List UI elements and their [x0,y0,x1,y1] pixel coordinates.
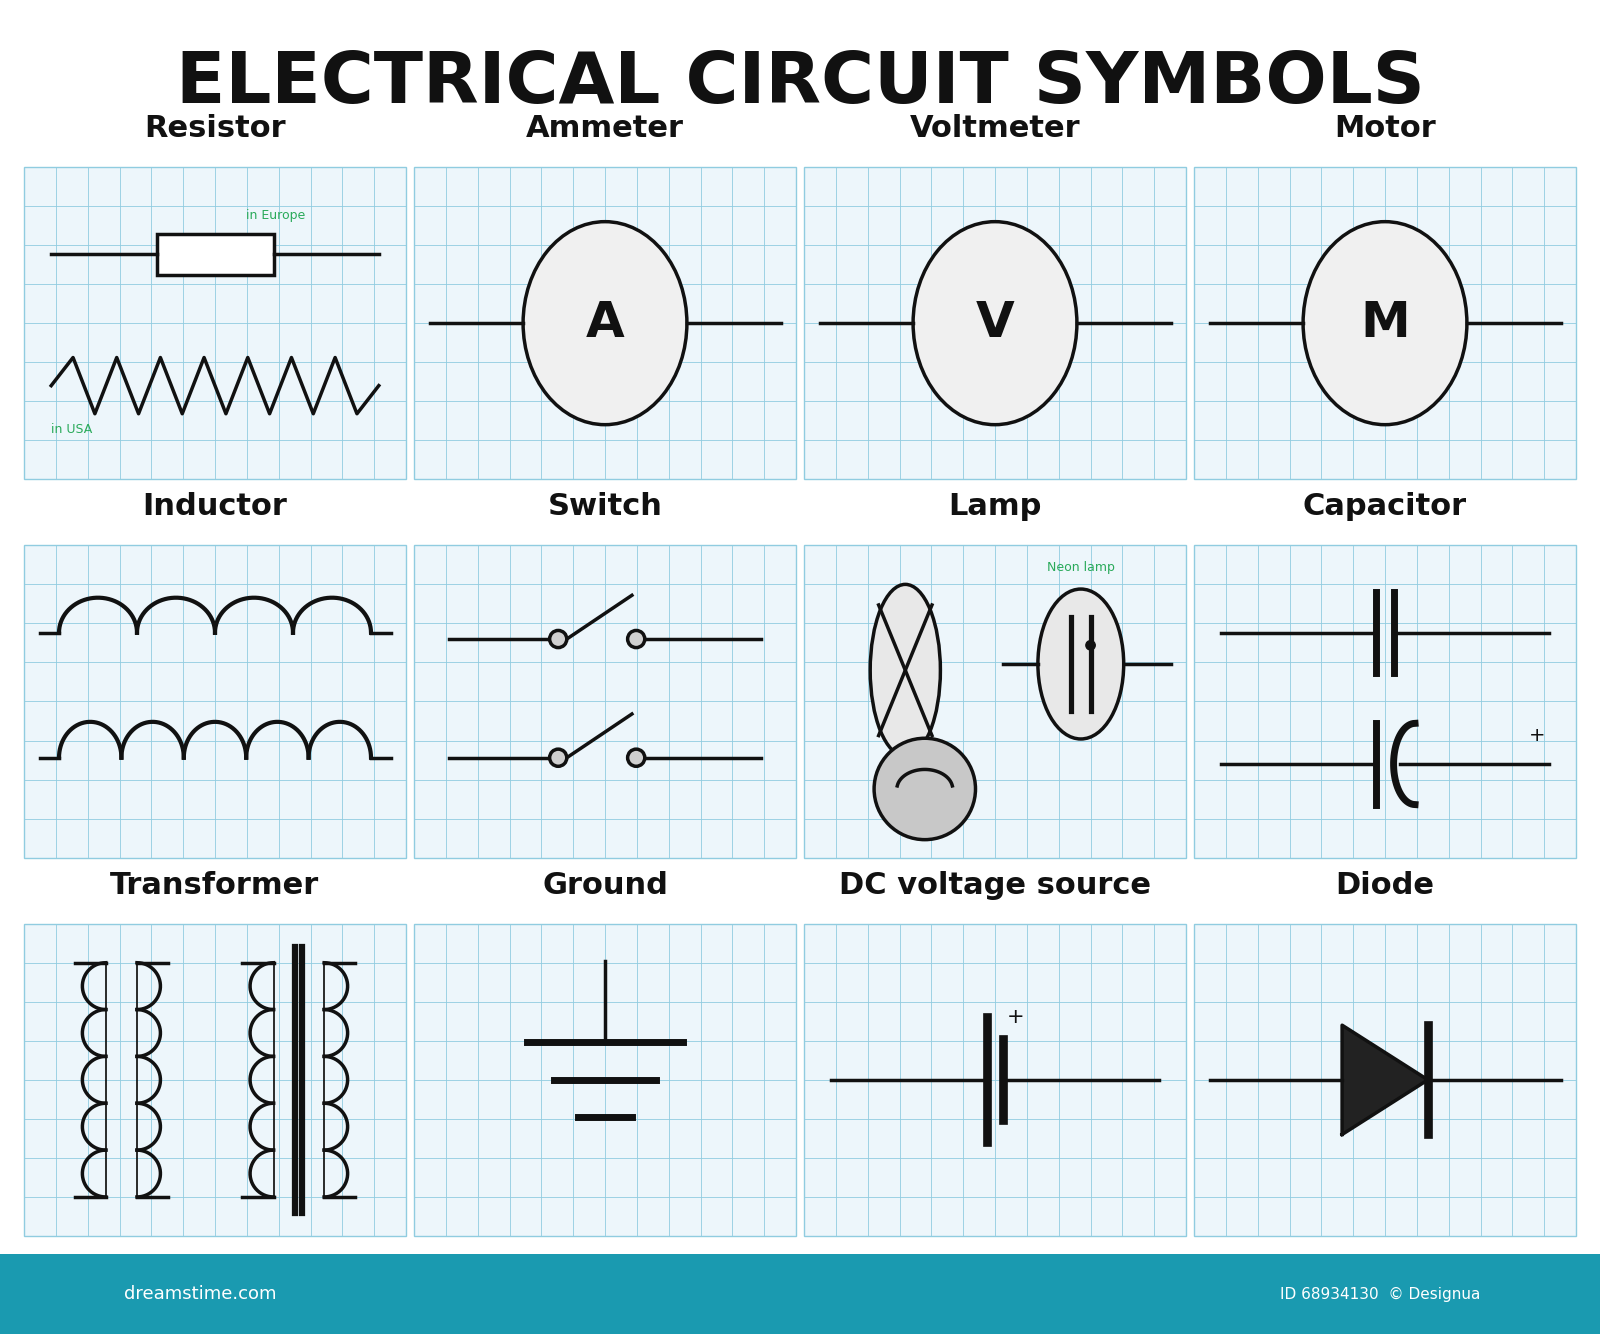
Bar [414,546,797,858]
Ellipse shape [523,221,686,424]
Bar [24,167,406,479]
Bar [805,546,1186,858]
Text: Ammeter: Ammeter [526,113,685,143]
Ellipse shape [870,584,941,756]
Circle shape [1086,640,1096,650]
Bar [805,167,1186,479]
Text: A: A [586,299,624,347]
Circle shape [874,738,976,839]
Circle shape [627,750,645,766]
Text: ID 68934130  © Designua: ID 68934130 © Designua [1280,1286,1480,1302]
Bar [805,923,1186,1237]
Polygon shape [1342,1025,1427,1134]
Text: V: V [976,299,1014,347]
Text: Voltmeter: Voltmeter [910,113,1080,143]
Bar [0,1254,1600,1334]
Text: +: + [1006,1007,1024,1027]
Bar [414,923,797,1237]
Bar [414,167,797,479]
Text: Inductor: Inductor [142,492,288,522]
Bar [1194,167,1576,479]
Text: in USA: in USA [51,423,93,436]
Circle shape [627,631,645,647]
Text: Switch: Switch [547,492,662,522]
Text: ELECTRICAL CIRCUIT SYMBOLS: ELECTRICAL CIRCUIT SYMBOLS [176,49,1424,117]
Bar [1194,923,1576,1237]
Bar [24,923,406,1237]
Text: in Europe: in Europe [246,209,306,221]
Text: Ground: Ground [542,871,667,899]
Bar [157,235,274,275]
Text: Capacitor: Capacitor [1302,492,1467,522]
Text: Motor: Motor [1334,113,1435,143]
Text: Neon lamp: Neon lamp [1046,562,1115,574]
Text: M: M [1360,299,1410,347]
Ellipse shape [1038,590,1123,739]
Text: DC voltage source: DC voltage source [838,871,1150,899]
Bar [24,546,406,858]
Ellipse shape [1302,221,1467,424]
Text: +: + [1530,726,1546,746]
Text: Diode: Diode [1336,871,1435,899]
Text: dreamstime.com: dreamstime.com [123,1285,277,1303]
Text: Lamp: Lamp [949,492,1042,522]
Text: Transformer: Transformer [110,871,320,899]
Circle shape [550,750,566,766]
Bar [1194,546,1576,858]
Circle shape [550,631,566,647]
Text: Resistor: Resistor [144,113,286,143]
Ellipse shape [914,221,1077,424]
